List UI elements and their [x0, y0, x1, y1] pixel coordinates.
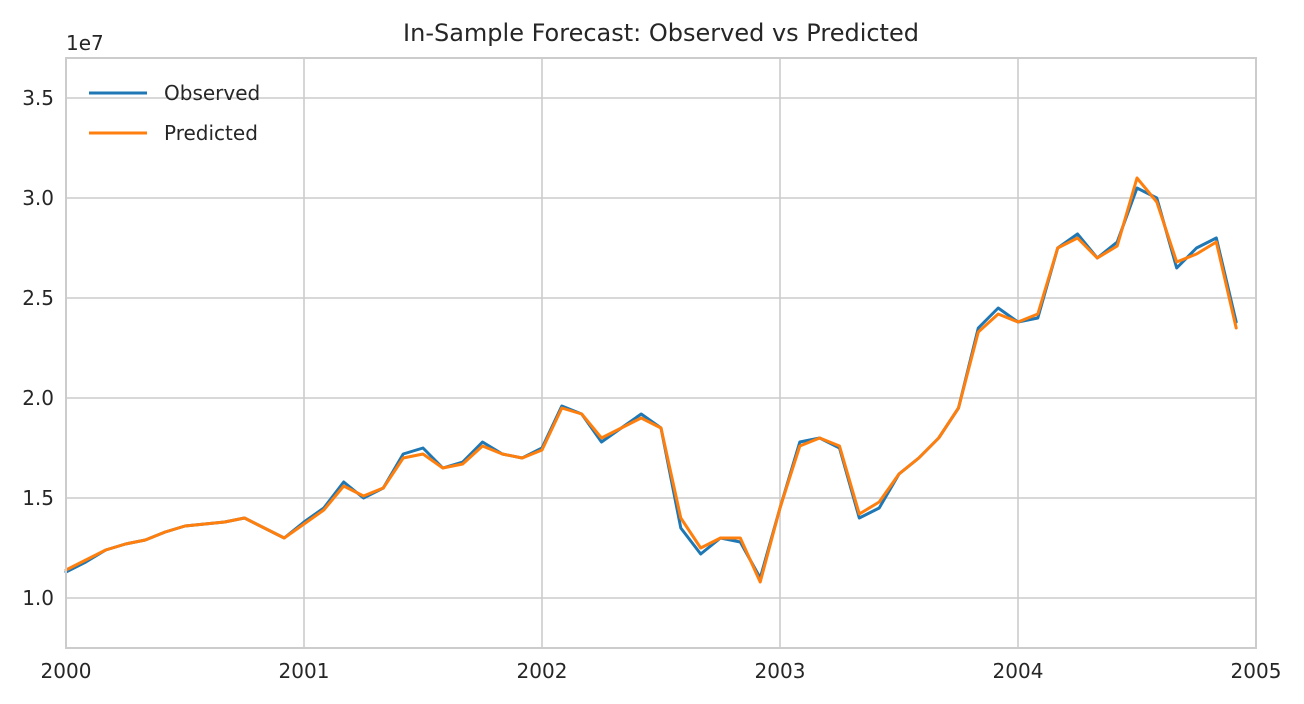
plot-frame: [65, 57, 1257, 649]
y-tick-label: 2.5: [22, 286, 54, 310]
chart-title: In-Sample Forecast: Observed vs Predicte…: [403, 19, 919, 47]
legend-label-observed: Observed: [164, 81, 260, 105]
x-tick-label: 2003: [755, 659, 806, 683]
y-tick-label: 3.0: [22, 186, 54, 210]
y-tick-label: 3.5: [22, 86, 54, 110]
x-tick-label: 2002: [517, 659, 568, 683]
legend-label-predicted: Predicted: [164, 121, 258, 145]
y-offset-label: 1e7: [66, 31, 104, 55]
legend: Observed Predicted: [89, 81, 260, 145]
grid-lines: [65, 58, 1257, 648]
x-tick-label: 2005: [1231, 659, 1282, 683]
x-tick-label: 2000: [41, 659, 92, 683]
y-tick-label: 1.5: [22, 486, 54, 510]
series-layer: [64, 176, 1238, 584]
y-tick-label: 1.0: [22, 586, 54, 610]
series-line-predicted: [64, 176, 1238, 584]
x-tick-label: 2004: [993, 659, 1044, 683]
x-tick-label: 2001: [279, 659, 330, 683]
y-tick-label: 2.0: [22, 386, 54, 410]
tick-labels: 2000 2001 2002 2003 2004 2005 1.0 1.5 2.0 2.5 3.0 3…: [22, 86, 1281, 683]
